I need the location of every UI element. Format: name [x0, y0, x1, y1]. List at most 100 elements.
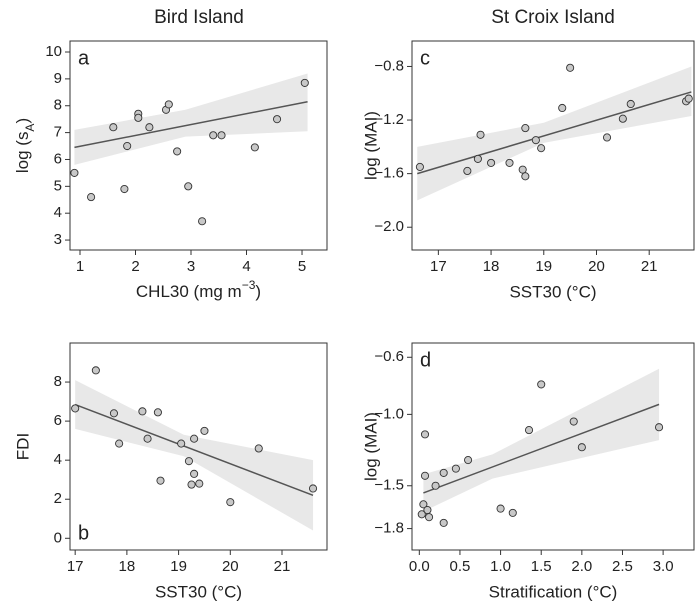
- data-point: [431, 481, 440, 490]
- x-tick-label: 4: [242, 258, 250, 275]
- y-tick-label: 3: [54, 231, 62, 248]
- x-tick-label: 18: [483, 258, 500, 275]
- data-point: [655, 423, 664, 432]
- y-tick-label: −1.0: [374, 405, 404, 422]
- x-tick-label: 0.5: [450, 558, 471, 575]
- y-tick-label: −1.6: [374, 165, 404, 182]
- data-point: [190, 469, 199, 478]
- plot-frame: [411, 40, 695, 251]
- y-tick-label: −2.0: [374, 218, 404, 235]
- column-title: Bird Island: [154, 7, 244, 28]
- x-tick-label: 1: [76, 258, 84, 275]
- x-tick-label: 3: [187, 258, 195, 275]
- data-point: [505, 158, 514, 167]
- y-tick-label: 5: [54, 177, 62, 194]
- data-point: [558, 103, 567, 113]
- data-point: [518, 165, 527, 174]
- data-point: [115, 439, 124, 448]
- data-point: [177, 439, 186, 448]
- y-tick-label: 4: [54, 204, 62, 221]
- data-point: [476, 130, 485, 139]
- x-tick-label: 18: [119, 558, 136, 575]
- x-tick-label: 19: [535, 258, 552, 275]
- data-point: [217, 131, 226, 140]
- data-point: [451, 464, 460, 473]
- data-point: [417, 510, 426, 519]
- data-point: [684, 94, 693, 103]
- data-point: [300, 78, 309, 87]
- fit-line: [74, 100, 308, 149]
- y-axis-label: log (MAI): [361, 412, 380, 481]
- x-tick-label: 17: [67, 558, 84, 575]
- panel-label: d: [420, 349, 431, 371]
- y-tick-label: −0.6: [374, 348, 404, 365]
- x-axis-label: CHL30 (mg m−3): [136, 278, 261, 301]
- x-tick-label: 2.5: [612, 558, 633, 575]
- y-tick-label: 2: [54, 490, 62, 507]
- plot-frame: [69, 342, 328, 551]
- x-tick-label: 21: [641, 258, 658, 275]
- x-tick-label: 17: [430, 258, 447, 275]
- data-point: [524, 426, 534, 435]
- y-tick-label: 8: [54, 97, 62, 114]
- data-point: [134, 113, 143, 122]
- y-axis-label: FDI: [13, 433, 32, 460]
- data-point: [425, 513, 434, 522]
- panel-label: c: [420, 47, 430, 69]
- y-tick-label: −1.2: [374, 111, 404, 128]
- fit-line: [423, 403, 660, 494]
- data-point: [508, 508, 517, 517]
- data-point: [153, 408, 162, 417]
- data-point: [71, 404, 80, 413]
- x-tick-label: 3.0: [653, 558, 674, 575]
- x-axis-label: SST30 (°C): [509, 282, 596, 301]
- data-point: [138, 407, 147, 416]
- data-point: [198, 217, 207, 226]
- data-point: [226, 498, 235, 507]
- fit-line: [74, 403, 314, 497]
- y-axis-label-part: A: [23, 124, 37, 132]
- data-point: [173, 147, 182, 156]
- x-axis-label: Stratification (°C): [489, 582, 618, 601]
- x-axis-label-part: CHL30 (mg m: [136, 282, 242, 301]
- plot-frame: [69, 40, 328, 251]
- data-point: [537, 144, 546, 153]
- fit-line: [417, 91, 692, 175]
- x-tick-label: 1.5: [531, 558, 552, 575]
- data-point: [439, 518, 448, 527]
- data-point: [254, 444, 263, 453]
- y-tick-label: −0.8: [374, 57, 404, 74]
- data-point: [143, 434, 152, 443]
- data-point: [109, 409, 119, 418]
- x-axis-label: SST30 (°C): [155, 582, 242, 601]
- y-axis-label-part: ): [13, 118, 32, 124]
- y-axis-label-part: log (s: [13, 132, 32, 174]
- data-point: [109, 123, 118, 132]
- confidence-band: [75, 380, 314, 531]
- data-point: [577, 443, 586, 452]
- data-point: [537, 380, 546, 389]
- y-tick-label: 4: [54, 451, 62, 468]
- data-point: [164, 100, 173, 109]
- data-point: [423, 505, 432, 515]
- y-tick-label: 6: [54, 150, 62, 167]
- x-tick-label: 1.0: [490, 558, 511, 575]
- panel-label: a: [78, 47, 90, 69]
- data-point: [531, 136, 540, 145]
- data-point: [187, 480, 196, 489]
- x-axis-label-part: −3: [242, 278, 256, 292]
- data-point: [145, 123, 154, 132]
- data-point: [195, 479, 204, 488]
- data-point: [415, 162, 424, 171]
- x-tick-label: 2: [131, 258, 139, 275]
- y-axis-label: log (sA): [13, 118, 37, 173]
- data-point: [521, 172, 530, 181]
- data-point: [120, 184, 129, 194]
- data-point: [602, 133, 612, 142]
- data-point: [521, 124, 530, 133]
- data-point: [626, 99, 635, 109]
- data-point: [420, 471, 430, 480]
- data-point: [473, 154, 482, 163]
- y-tick-label: 6: [54, 412, 62, 429]
